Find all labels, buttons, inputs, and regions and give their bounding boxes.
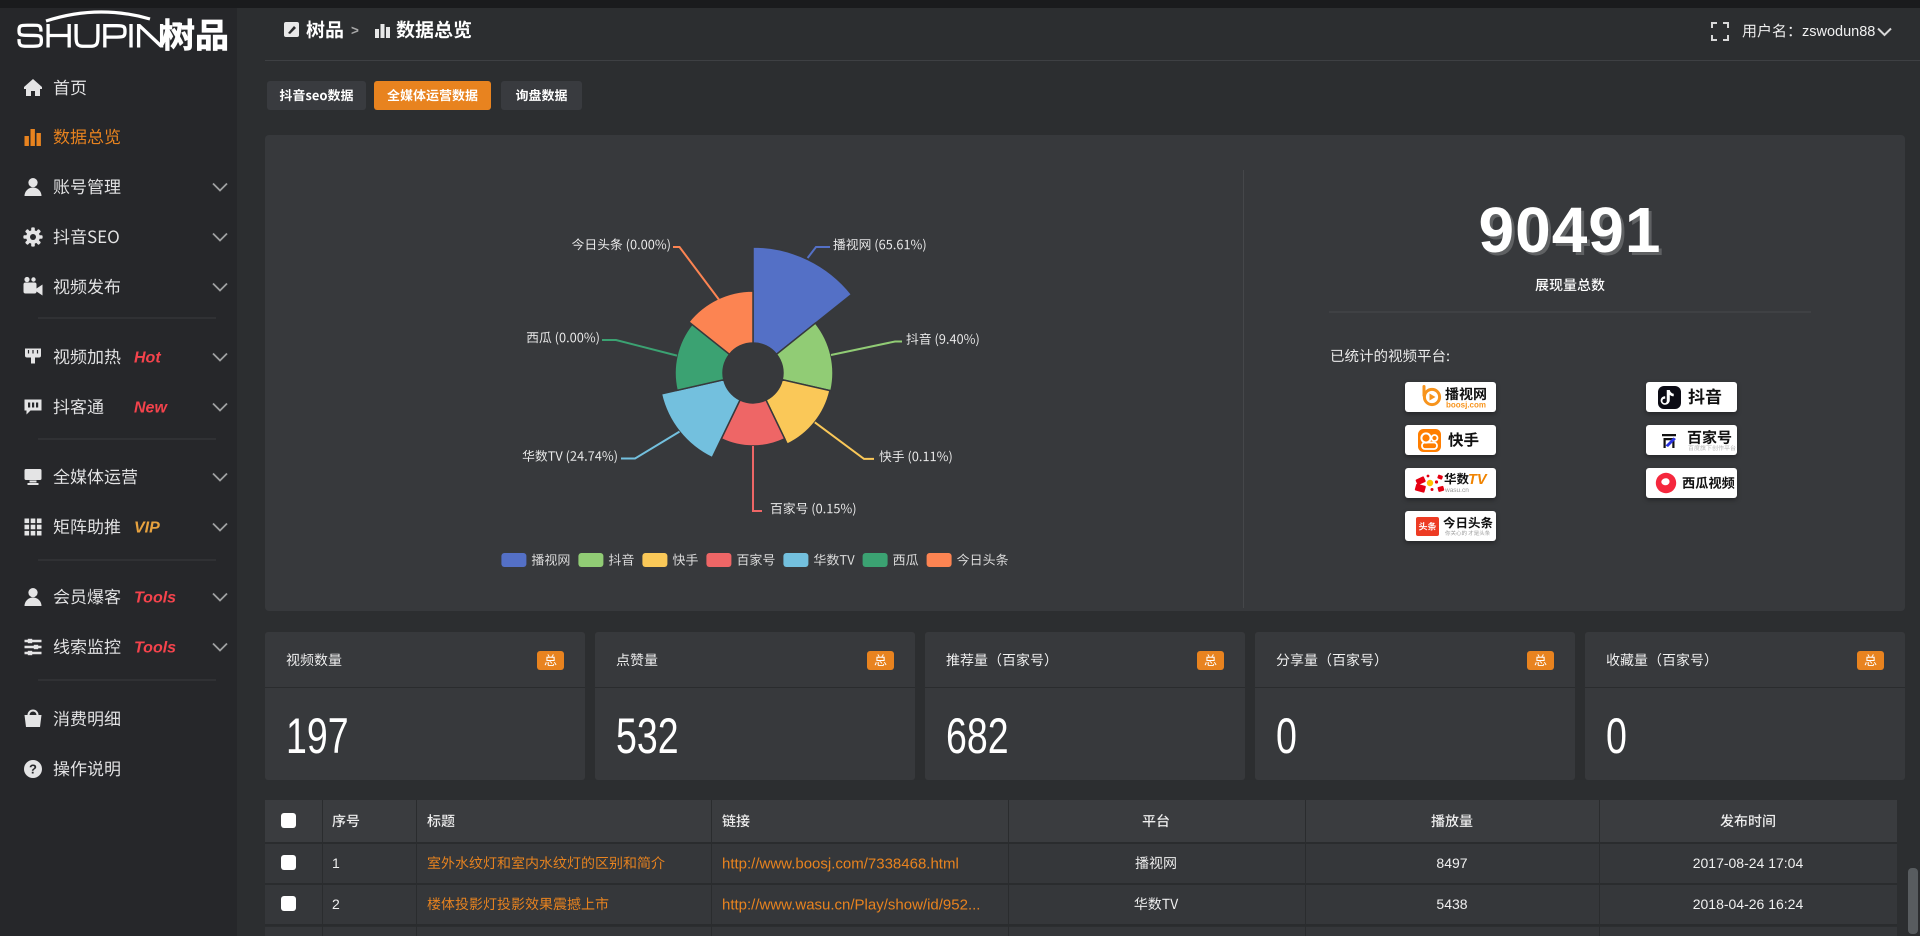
svg-text:zswodun88: zswodun88 [1802,24,1875,40]
svg-text:Hot: Hot [134,350,161,367]
svg-text:90491: 90491 [1479,194,1662,266]
svg-text:0: 0 [1606,708,1627,764]
svg-text:2: 2 [332,896,340,912]
svg-text:2018-04-26 16:24: 2018-04-26 16:24 [1693,896,1804,912]
svg-text:Tools: Tools [134,640,176,657]
svg-text:New: New [134,400,168,417]
svg-text:wasu.cn: wasu.cn [1444,487,1469,494]
svg-text:532: 532 [616,708,679,764]
svg-text:>: > [351,23,359,38]
svg-text:90491: 90491 [1482,197,1665,269]
svg-text:Tools: Tools [134,590,176,607]
svg-text:5438: 5438 [1436,896,1467,912]
svg-text:http://www.boosj.com/7338468.h: http://www.boosj.com/7338468.html [722,855,959,872]
svg-text:?: ? [29,762,37,777]
svg-text:2017-08-24 17:04: 2017-08-24 17:04 [1693,855,1804,871]
svg-text:682: 682 [946,708,1009,764]
svg-text:TV: TV [1468,472,1488,488]
svg-text:197: 197 [286,708,349,764]
svg-text:1: 1 [332,855,340,871]
svg-text:boosj.com: boosj.com [1446,400,1486,409]
svg-text:0: 0 [1276,708,1297,764]
svg-text:http://www.wasu.cn/Play/show/i: http://www.wasu.cn/Play/show/id/952... [722,896,980,913]
svg-text:VIP: VIP [134,520,160,537]
svg-text:8497: 8497 [1436,855,1467,871]
